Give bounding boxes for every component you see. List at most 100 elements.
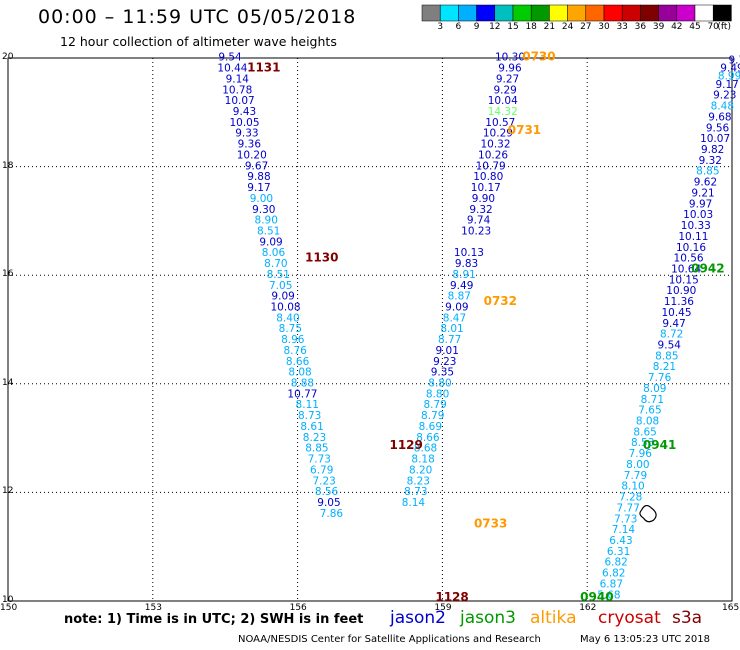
swh-value: 8.79: [423, 399, 446, 411]
satellite-label-cryosat: cryosat: [598, 608, 661, 628]
color-scale-label: 21: [543, 22, 556, 32]
swh-value: 9.90: [472, 193, 495, 205]
y-tick-label: 10: [2, 595, 14, 605]
swh-value: 9.09: [271, 291, 294, 303]
swh-value: 7.23: [312, 475, 335, 487]
color-swatch: [621, 4, 641, 22]
color-swatch: [567, 4, 587, 22]
island-outline: [639, 504, 657, 523]
color-swatch: [640, 4, 659, 22]
swh-value: 7.86: [320, 508, 344, 520]
swh-value: 9.23: [713, 90, 736, 102]
swh-value: 6.82: [602, 568, 625, 580]
swh-value: 8.40: [276, 312, 299, 324]
swh-value: 8.21: [653, 361, 676, 373]
swh-value: 8.75: [279, 323, 302, 335]
swh-value: 9.54: [658, 340, 682, 352]
swh-value: 7.65: [638, 405, 661, 417]
swh-value: 9.17: [715, 79, 738, 91]
color-swatch: [476, 4, 496, 22]
swh-value: 9.30: [252, 204, 275, 216]
color-swatch: [694, 4, 714, 22]
swh-value: 10.04: [488, 95, 518, 107]
swh-value: 8.23: [303, 432, 326, 444]
swh-value: 8.90: [255, 215, 278, 227]
color-swatch: [439, 4, 459, 22]
swh-value: 9.62: [694, 177, 717, 189]
swh-value: 10.03: [683, 209, 713, 221]
satellite-label-jason2: jason2: [390, 608, 446, 628]
pass-time-label: 0940: [580, 590, 613, 604]
swh-value: 10.32: [480, 139, 510, 151]
swh-value: 10.15: [669, 274, 699, 286]
swh-value: 7.79: [624, 470, 647, 482]
swh-value: 7.05: [269, 280, 292, 292]
color-scale-label: 42: [671, 22, 683, 32]
swh-value: 8.51: [267, 269, 290, 281]
lat-lon-grid: [7, 57, 733, 602]
altika-track: 10.309.969.279.2910.0414.3210.5710.2910.…: [402, 52, 525, 509]
swh-value: 9.56: [706, 122, 730, 134]
swh-value: 8.61: [300, 421, 323, 433]
swh-value: 8.51: [257, 225, 280, 237]
swh-value: 9.49: [720, 63, 740, 75]
swh-value: 8.73: [404, 486, 427, 498]
swh-value: 9.14: [226, 73, 250, 85]
color-scale-label: 39: [652, 22, 665, 32]
swh-value: 6.43: [609, 535, 632, 547]
swh-value: 9.7: [728, 54, 740, 66]
swh-value: 8.14: [402, 497, 426, 509]
swh-value: 8.11: [296, 399, 319, 411]
swh-value: 8.85: [305, 443, 328, 455]
pass-time-label: 0941: [643, 438, 676, 452]
jason3-track: 9.79.498.999.179.238.489.689.5610.079.82…: [597, 54, 740, 601]
swh-value: 8.09: [643, 383, 666, 395]
swh-value: 9.36: [238, 139, 262, 151]
y-tick-label: 12: [2, 486, 14, 497]
swh-value: 9.43: [233, 106, 256, 118]
swh-value: 6.87: [600, 578, 623, 590]
swh-value: 7.14: [612, 524, 636, 536]
satellite-label-altika: altika: [530, 608, 577, 628]
y-tick-label: 14: [2, 377, 14, 388]
swh-value: 10.30: [495, 52, 525, 64]
swh-value: 10.23: [461, 225, 491, 237]
swh-value: 10.44: [217, 63, 247, 75]
color-swatch: [530, 4, 550, 22]
swh-value: 8.77: [438, 334, 461, 346]
swh-value: 8.66: [416, 432, 440, 444]
swh-value: 5.68: [597, 589, 620, 601]
x-tick-label: 162: [579, 603, 597, 613]
swh-value: 10.20: [237, 149, 267, 161]
swh-value: 9.23: [433, 356, 456, 368]
swh-value: 10.26: [478, 149, 508, 161]
swh-value: 8.73: [298, 410, 321, 422]
swh-value: 10.78: [222, 84, 252, 96]
swh-value: 9.47: [662, 318, 685, 330]
swh-value: 8.68: [414, 443, 437, 455]
pass-time-label: 1131: [247, 61, 280, 75]
swh-value: 9.96: [498, 63, 522, 75]
swh-value: 8.99: [718, 71, 740, 83]
swh-value: 8.70: [264, 258, 287, 270]
swh-value: 9.17: [247, 182, 270, 194]
swh-value: 9.32: [469, 204, 492, 216]
swh-value: 7.96: [629, 448, 653, 460]
satellite-label-s3a: s3a: [672, 608, 703, 628]
swh-value: 9.29: [493, 84, 516, 96]
swh-value: 8.87: [448, 291, 471, 303]
x-tick-label: 150: [0, 603, 18, 613]
x-tick-label: 159: [434, 603, 452, 613]
swh-value: 10.33: [681, 220, 711, 232]
island-shape: [639, 504, 657, 523]
swh-value: 8.10: [621, 481, 644, 493]
swh-value: 8.18: [411, 454, 434, 466]
swh-value: 6.82: [604, 557, 627, 569]
swh-value: 8.08: [288, 367, 311, 379]
swh-value: 6.31: [607, 546, 630, 558]
swh-value: 9.74: [467, 215, 491, 227]
swh-value: 10.80: [473, 171, 503, 183]
y-tick-label: 20: [2, 52, 14, 62]
color-scale-label: 27: [580, 22, 592, 32]
swh-value: 8.01: [440, 323, 463, 335]
